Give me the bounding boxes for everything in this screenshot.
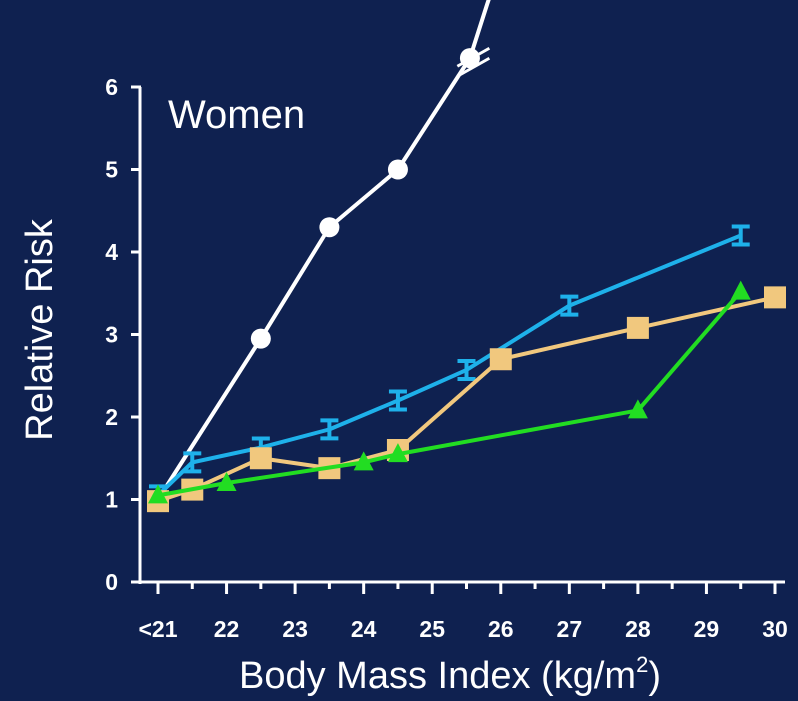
data-point-tbar (388, 389, 407, 412)
data-point-triangle (627, 399, 648, 419)
y-tick-label: 1 (105, 487, 118, 513)
data-point-circle (250, 328, 271, 349)
x-tick-label: 22 (214, 616, 240, 642)
x-tick-label: 25 (419, 616, 445, 642)
y-tick-label: 5 (105, 157, 118, 183)
series-triangle (148, 280, 751, 504)
y-tick-label: 0 (105, 569, 118, 595)
y-tick-label: 2 (105, 404, 118, 430)
x-tick-label: 24 (351, 616, 377, 642)
y-tick-label: 4 (105, 239, 118, 265)
data-point-square (626, 316, 649, 339)
data-point-square (489, 348, 512, 371)
data-point-tbar (183, 451, 202, 474)
series-line (157, 290, 743, 498)
data-point-triangle (387, 443, 408, 463)
data-point-tbar (560, 294, 579, 317)
x-axis-title-superscript: 2 (636, 652, 648, 677)
data-point-circle (387, 159, 408, 180)
y-tick-label: 3 (105, 322, 118, 348)
x-tick-label: <21 (138, 616, 177, 642)
axis-break-mark (456, 56, 491, 78)
panel-title: Women (168, 93, 305, 137)
data-point-triangle (730, 280, 751, 300)
data-point-circle (319, 217, 340, 238)
series-line (156, 233, 742, 497)
x-tick-label: 27 (557, 616, 583, 642)
data-point-tbar (320, 418, 339, 441)
data-point-tbar (731, 224, 750, 247)
x-tick-label: 29 (694, 616, 720, 642)
x-tick-label: 30 (762, 616, 788, 642)
data-point-square (249, 447, 272, 470)
x-axis-title: Body Mass Index (kg/m2) (239, 652, 661, 697)
axis-break-mark (456, 46, 491, 68)
x-tick-label: 28 (625, 616, 651, 642)
x-axis-title-main: Body Mass Index (kg/m (239, 655, 636, 697)
y-tick-label: 6 (105, 74, 118, 100)
x-tick-label: 26 (488, 616, 514, 642)
data-point-square (764, 286, 786, 309)
data-point-triangle (148, 484, 168, 504)
data-point-triangle (216, 472, 237, 491)
data-point-tbar (457, 358, 476, 381)
y-axis-title: Relative Risk (19, 218, 61, 441)
x-axis-title-close: ) (648, 655, 661, 697)
series-line-extension (468, 0, 491, 59)
data-point-triangle (353, 451, 374, 471)
x-tick-label: 23 (282, 616, 308, 642)
